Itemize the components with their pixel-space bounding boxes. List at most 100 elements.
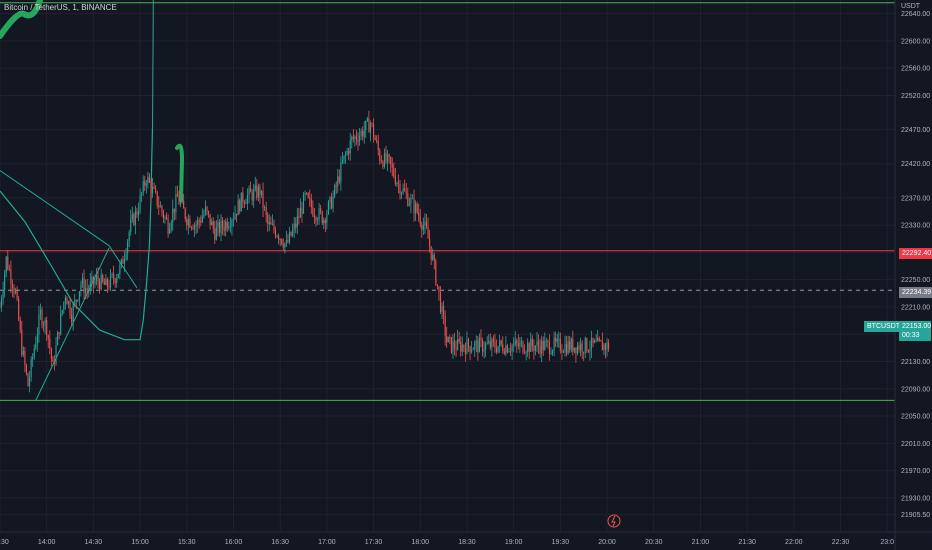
horizontal-lines[interactable]: [0, 2, 895, 401]
candle-body: [485, 343, 487, 350]
candle-body: [533, 346, 535, 351]
candle-body: [49, 338, 51, 349]
candle-body: [108, 286, 110, 288]
candle-body: [394, 176, 396, 184]
candle-body: [114, 279, 116, 284]
candle-body: [387, 154, 389, 162]
candle-body: [144, 181, 146, 186]
candle-body: [274, 230, 277, 237]
candle-body: [159, 206, 161, 208]
candle-body: [352, 136, 354, 139]
candle-body: [548, 341, 550, 354]
candle-body: [383, 152, 386, 167]
candle-body: [595, 340, 597, 342]
candle-body: [508, 350, 510, 353]
candle-body: [306, 193, 308, 194]
bar-countdown: 00:33: [902, 332, 920, 339]
candle-body: [343, 155, 345, 161]
candle-body: [327, 201, 329, 214]
candle-body: [520, 341, 522, 343]
candle-body: [366, 118, 368, 121]
candle-body: [329, 196, 331, 202]
candle-body: [122, 259, 124, 264]
candle-body: [307, 193, 309, 198]
candle-body: [39, 309, 42, 315]
time-tick-label: 14:00: [38, 539, 56, 546]
candle-body: [123, 258, 126, 264]
candle-body: [41, 309, 43, 325]
candle-body: [486, 343, 488, 344]
candle-body: [46, 320, 48, 336]
candle-body: [97, 275, 99, 282]
candle-body: [226, 221, 228, 229]
candle-body: [338, 176, 340, 182]
candle-body: [99, 281, 101, 290]
candle-body: [407, 193, 409, 206]
candle-body: [464, 348, 466, 354]
candle-body: [304, 193, 306, 195]
candle-body: [390, 156, 392, 165]
candle-body: [480, 337, 482, 340]
candle-body: [368, 118, 370, 133]
candle-body: [555, 337, 557, 342]
candle-body: [257, 186, 259, 198]
time-tick-label: 13:30: [0, 539, 9, 546]
time-axis[interactable]: 13:30 14:00 14:30 15:00 15:30 16:00 16:30 17:00…: [0, 531, 932, 546]
candle-body: [271, 223, 273, 225]
candle-body: [296, 216, 298, 228]
candle-body: [438, 286, 440, 293]
price-tick-label: 22250.00: [901, 277, 930, 284]
candle-body: [295, 223, 297, 228]
price-tick-label: 22330.00: [901, 223, 930, 230]
candle-body: [136, 211, 138, 216]
candle-body: [362, 130, 364, 137]
price-tick-label: 22370.00: [901, 195, 930, 202]
candle-body: [531, 338, 533, 347]
candle-body: [446, 335, 448, 343]
trend-drawings[interactable]: [0, 0, 185, 401]
candle-body: [173, 208, 175, 213]
candle-body: [66, 297, 68, 305]
candle-body: [380, 161, 382, 163]
candle-body: [270, 222, 272, 225]
candle-body: [147, 176, 149, 184]
candle-body: [377, 141, 379, 151]
candle-body: [116, 277, 118, 284]
candle-body: [19, 319, 21, 330]
candle-body: [180, 202, 182, 205]
lightning-icon[interactable]: [607, 514, 621, 528]
candle-body: [600, 340, 602, 342]
price-tick-label: 22130.00: [901, 359, 930, 366]
candle-body: [365, 120, 367, 131]
candle-body: [141, 192, 143, 196]
price-tick-label: 22050.00: [901, 414, 930, 421]
candle-body: [335, 185, 337, 187]
candle-body: [422, 225, 424, 230]
candle-body: [399, 183, 401, 195]
candle-body: [145, 183, 147, 186]
candle-body: [354, 136, 356, 139]
time-tick-label: 22:30: [832, 539, 850, 546]
symbol-title[interactable]: Bitcoin / TetherUS, 1, BINANCE: [4, 3, 117, 12]
candle-body: [189, 218, 191, 228]
candle-body: [472, 349, 474, 351]
candle-body: [242, 192, 244, 203]
candle-body: [475, 340, 477, 343]
candle-body: [89, 281, 91, 290]
candle-body: [218, 221, 221, 233]
price-axis[interactable]: 22640.00 22600.00 22560.00 22520.00 22470.00…: [894, 0, 930, 550]
candle-body: [405, 190, 407, 194]
candle-body: [359, 135, 361, 142]
candle-body: [184, 208, 186, 220]
candle-body: [481, 339, 484, 352]
candle-body: [158, 205, 160, 208]
candle-body: [558, 338, 560, 340]
candle-body: [151, 186, 154, 194]
candle-body: [243, 202, 245, 204]
time-tick-label: 21:00: [692, 539, 710, 546]
candle-body: [419, 216, 421, 225]
candle-body: [5, 256, 7, 273]
candle-body: [340, 162, 342, 182]
candle-body: [239, 200, 241, 212]
